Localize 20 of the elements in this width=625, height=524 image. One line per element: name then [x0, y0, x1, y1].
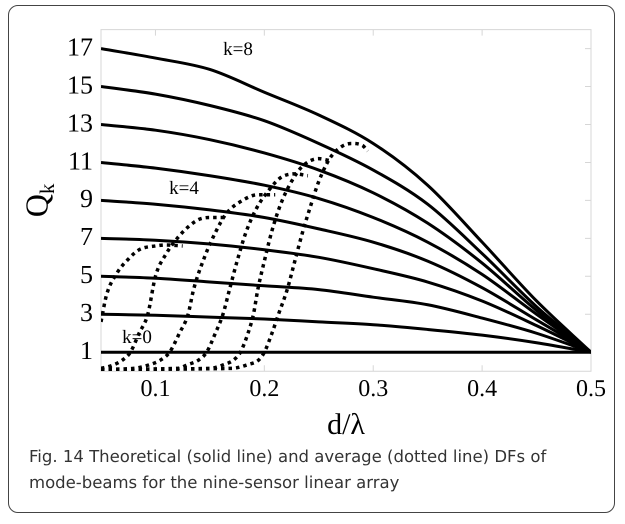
- y-tick-label: 5: [80, 260, 93, 290]
- y-tick-label: 15: [67, 70, 93, 100]
- x-tick-label: 0.1: [140, 376, 170, 402]
- x-tick-label: 0.5: [576, 376, 606, 402]
- y-tick-label: 1: [80, 336, 93, 366]
- y-tick-label: 13: [67, 108, 93, 138]
- annotation: k=0: [122, 327, 152, 349]
- y-tick-label: 17: [67, 32, 93, 62]
- x-tick-label: 0.3: [358, 376, 388, 402]
- annotation: k=4: [169, 178, 199, 200]
- y-axis-title: Qk: [18, 183, 60, 218]
- caption: Fig. 14 Theoretical (solid line) and average (dotted line) DFs of mode-beams for the nine-sensor linear array: [29, 446, 548, 494]
- x-tick-label: 0.4: [467, 376, 498, 402]
- y-tick-label: 3: [80, 298, 93, 328]
- y-tick-label: 7: [80, 222, 93, 252]
- annotation: k=8: [223, 39, 253, 61]
- y-tick-label: 9: [80, 184, 93, 214]
- y-tick-label: 11: [68, 146, 93, 176]
- x-tick-label: 0.2: [249, 376, 280, 402]
- x-axis-title: d/λ: [327, 408, 366, 441]
